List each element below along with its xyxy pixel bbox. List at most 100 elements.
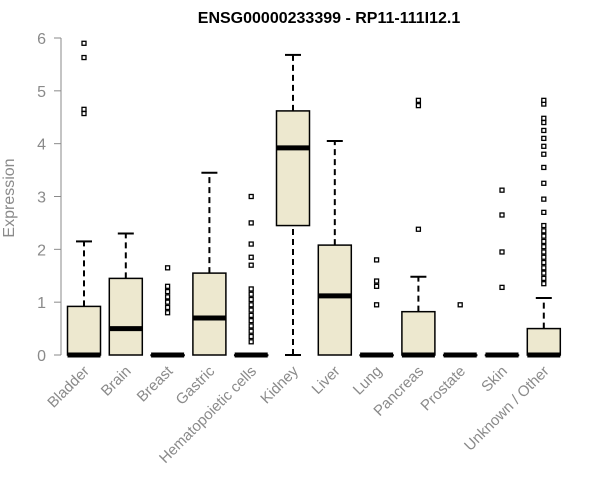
outlier-point bbox=[415, 226, 422, 232]
outlier-point bbox=[248, 312, 254, 319]
outlier-point bbox=[373, 283, 380, 289]
outlier-point bbox=[373, 302, 380, 308]
outlier-point bbox=[457, 302, 463, 308]
outlier-point bbox=[499, 212, 505, 218]
outlier-point bbox=[541, 164, 547, 171]
outlier-point bbox=[81, 106, 87, 112]
outlier-point bbox=[541, 143, 547, 149]
outlier-point bbox=[541, 222, 547, 229]
iqr-box bbox=[108, 277, 144, 356]
x-tick-label: Kidney bbox=[257, 362, 302, 407]
outlier-point bbox=[499, 187, 505, 193]
iqr-box bbox=[66, 305, 102, 356]
outlier-point bbox=[541, 151, 547, 157]
outlier-point bbox=[541, 265, 547, 271]
iqr-box bbox=[275, 110, 311, 227]
box-skin bbox=[484, 187, 520, 358]
box-liver bbox=[317, 140, 353, 356]
outlier-point bbox=[248, 333, 254, 340]
outlier-point bbox=[81, 54, 87, 61]
outlier-point bbox=[541, 228, 547, 234]
box-bladder bbox=[66, 40, 102, 358]
y-tick-label: 3 bbox=[37, 190, 46, 207]
x-tick-label: Lung bbox=[350, 363, 386, 399]
outlier-point bbox=[541, 119, 547, 126]
box-pancreas bbox=[401, 97, 436, 358]
box-kidney bbox=[275, 53, 311, 356]
outlier-point bbox=[541, 244, 547, 250]
outlier-point bbox=[541, 259, 547, 266]
outlier-point bbox=[164, 288, 171, 295]
iqr-box bbox=[192, 272, 227, 356]
outlier-point bbox=[541, 254, 547, 260]
outlier-point bbox=[541, 127, 547, 134]
y-axis-label: Expression bbox=[1, 158, 18, 237]
outlier-point bbox=[248, 328, 254, 334]
outlier-point bbox=[541, 275, 547, 282]
x-tick-label: Brain bbox=[98, 363, 135, 400]
box-gastric bbox=[192, 171, 227, 356]
outlier-point bbox=[248, 193, 254, 200]
outlier-point bbox=[164, 283, 171, 289]
outlier-point bbox=[248, 318, 254, 324]
y-tick-label: 4 bbox=[37, 137, 46, 154]
outlier-point bbox=[248, 254, 254, 260]
outlier-point bbox=[81, 40, 87, 46]
outlier-point bbox=[373, 257, 380, 263]
outlier-point bbox=[373, 278, 380, 284]
iqr-box bbox=[401, 310, 436, 356]
outlier-point bbox=[499, 249, 505, 255]
box-lung bbox=[359, 257, 394, 358]
y-tick-label: 2 bbox=[37, 242, 46, 259]
outlier-point bbox=[248, 262, 254, 268]
y-tick-label: 5 bbox=[37, 84, 46, 101]
x-tick-label: Bladder bbox=[44, 363, 93, 412]
x-tick-label: Liver bbox=[309, 363, 344, 398]
outlier-point bbox=[541, 238, 547, 245]
x-tick-label: Skin bbox=[478, 363, 511, 396]
outlier-point bbox=[541, 196, 547, 202]
outlier-point bbox=[499, 284, 505, 291]
iqr-box bbox=[317, 244, 353, 356]
box-prostate bbox=[442, 302, 478, 358]
outlier-point bbox=[164, 265, 171, 271]
x-tick-label: Breast bbox=[134, 362, 177, 405]
chart-title: ENSG00000233399 - RP11-111I12.1 bbox=[198, 10, 461, 27]
outlier-point bbox=[541, 135, 547, 142]
outlier-point bbox=[164, 294, 171, 300]
outlier-point bbox=[248, 286, 254, 292]
iqr-box bbox=[526, 327, 562, 356]
x-tick-label: Prostate bbox=[417, 363, 469, 415]
outlier-point bbox=[248, 241, 254, 247]
outlier-point bbox=[164, 304, 171, 311]
y-axis: 0 1 2 3 4 5 6 bbox=[37, 31, 62, 365]
box-unknown-other bbox=[526, 97, 562, 358]
box-breast bbox=[150, 265, 185, 358]
outlier-point bbox=[415, 102, 422, 109]
outlier-point bbox=[248, 296, 254, 303]
outlier-point bbox=[248, 323, 254, 329]
outlier-point bbox=[541, 97, 547, 103]
outlier-point bbox=[248, 302, 254, 308]
box-hematopoietic-cells bbox=[233, 193, 269, 358]
boxes-group bbox=[66, 40, 562, 358]
outlier-point bbox=[81, 110, 87, 117]
outlier-point bbox=[541, 115, 547, 121]
outlier-point bbox=[541, 249, 547, 255]
outlier-point bbox=[164, 299, 171, 305]
outlier-point bbox=[248, 291, 254, 297]
outlier-point bbox=[248, 339, 254, 345]
y-tick-label: 6 bbox=[37, 31, 46, 48]
y-tick-label: 0 bbox=[37, 348, 46, 365]
box-brain bbox=[108, 232, 144, 356]
outlier-point bbox=[541, 270, 547, 276]
outlier-point bbox=[541, 209, 547, 216]
outlier-point bbox=[248, 307, 254, 313]
outlier-point bbox=[248, 220, 254, 226]
outlier-point bbox=[541, 233, 547, 239]
outlier-point bbox=[415, 97, 422, 103]
y-tick-label: 1 bbox=[37, 295, 46, 312]
outlier-point bbox=[541, 180, 547, 186]
